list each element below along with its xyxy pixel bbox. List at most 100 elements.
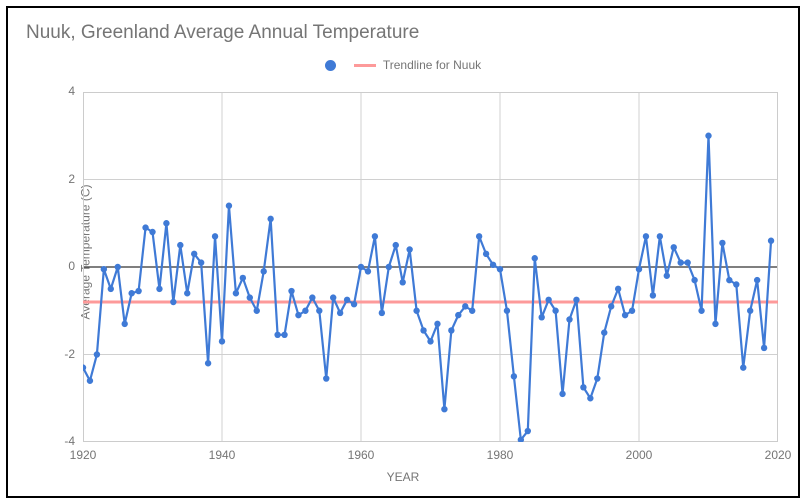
data-point [177,242,183,248]
data-point [594,375,600,381]
data-point [386,264,392,270]
data-point [622,312,628,318]
legend-item-series: Nuuk [325,60,336,71]
data-point [330,294,336,300]
legend-trend-label: Trendline for Nuuk [383,58,481,72]
data-point [115,264,121,270]
data-point [726,277,732,283]
data-point [184,290,190,296]
data-point [101,266,107,272]
data-point [504,308,510,314]
data-point [94,351,100,357]
data-point [566,316,572,322]
data-point [358,264,364,270]
data-point [643,233,649,239]
data-point [532,255,538,261]
data-point [761,345,767,351]
data-point [191,251,197,257]
data-point [427,338,433,344]
data-point [664,273,670,279]
x-tick-label: 1940 [207,448,237,462]
data-point [413,308,419,314]
data-point [365,268,371,274]
data-point [650,292,656,298]
data-point [719,240,725,246]
data-point [691,277,697,283]
data-point [393,242,399,248]
data-point [323,375,329,381]
data-point [552,308,558,314]
data-point [372,233,378,239]
data-point [261,268,267,274]
data-point [128,290,134,296]
x-tick-label: 2020 [763,448,793,462]
x-axis-label: YEAR [8,470,798,484]
x-tick-label: 2000 [624,448,654,462]
series-line [83,136,771,440]
y-tick-label: 2 [68,172,75,186]
data-point [539,314,545,320]
data-point [295,312,301,318]
data-point [281,332,287,338]
data-point [288,288,294,294]
data-point [483,251,489,257]
data-point [337,310,343,316]
data-point [511,373,517,379]
data-point [608,303,614,309]
data-point [302,308,308,314]
data-point [254,308,260,314]
data-point [490,262,496,268]
data-point [476,233,482,239]
data-point [705,133,711,139]
data-point [733,281,739,287]
data-point [497,266,503,272]
data-point [87,378,93,384]
data-point [615,286,621,292]
data-point [740,364,746,370]
data-point [198,259,204,265]
data-point [156,286,162,292]
data-point [406,246,412,252]
data-point [754,277,760,283]
data-point [122,321,128,327]
x-tick-label: 1980 [485,448,515,462]
data-point [344,297,350,303]
legend-trend-marker [354,64,376,67]
data-point [712,321,718,327]
data-point [684,259,690,265]
y-tick-label: 0 [68,259,75,273]
data-point [267,216,273,222]
data-point [601,329,607,335]
data-point [247,294,253,300]
data-point [233,290,239,296]
data-point [629,308,635,314]
data-point [163,220,169,226]
data-point [149,229,155,235]
data-point [671,244,677,250]
data-point [212,233,218,239]
data-point [379,310,385,316]
x-tick-label: 1960 [346,448,376,462]
data-point [559,391,565,397]
data-point [636,266,642,272]
data-point [434,321,440,327]
legend: Nuuk Trendline for Nuuk [8,58,798,72]
data-point [274,332,280,338]
data-point [462,303,468,309]
data-point [768,238,774,244]
data-point [205,360,211,366]
data-point [455,312,461,318]
data-point [698,308,704,314]
data-point [657,233,663,239]
legend-series-marker [325,60,336,71]
x-tick-label: 1920 [68,448,98,462]
y-tick-label: -2 [64,347,75,361]
data-point [573,297,579,303]
data-point [545,297,551,303]
chart-svg [83,92,778,442]
data-point [580,384,586,390]
chart-title: Nuuk, Greenland Average Annual Temperatu… [26,22,419,44]
chart-frame: Nuuk, Greenland Average Annual Temperatu… [6,6,800,498]
data-point [587,395,593,401]
data-point [678,259,684,265]
